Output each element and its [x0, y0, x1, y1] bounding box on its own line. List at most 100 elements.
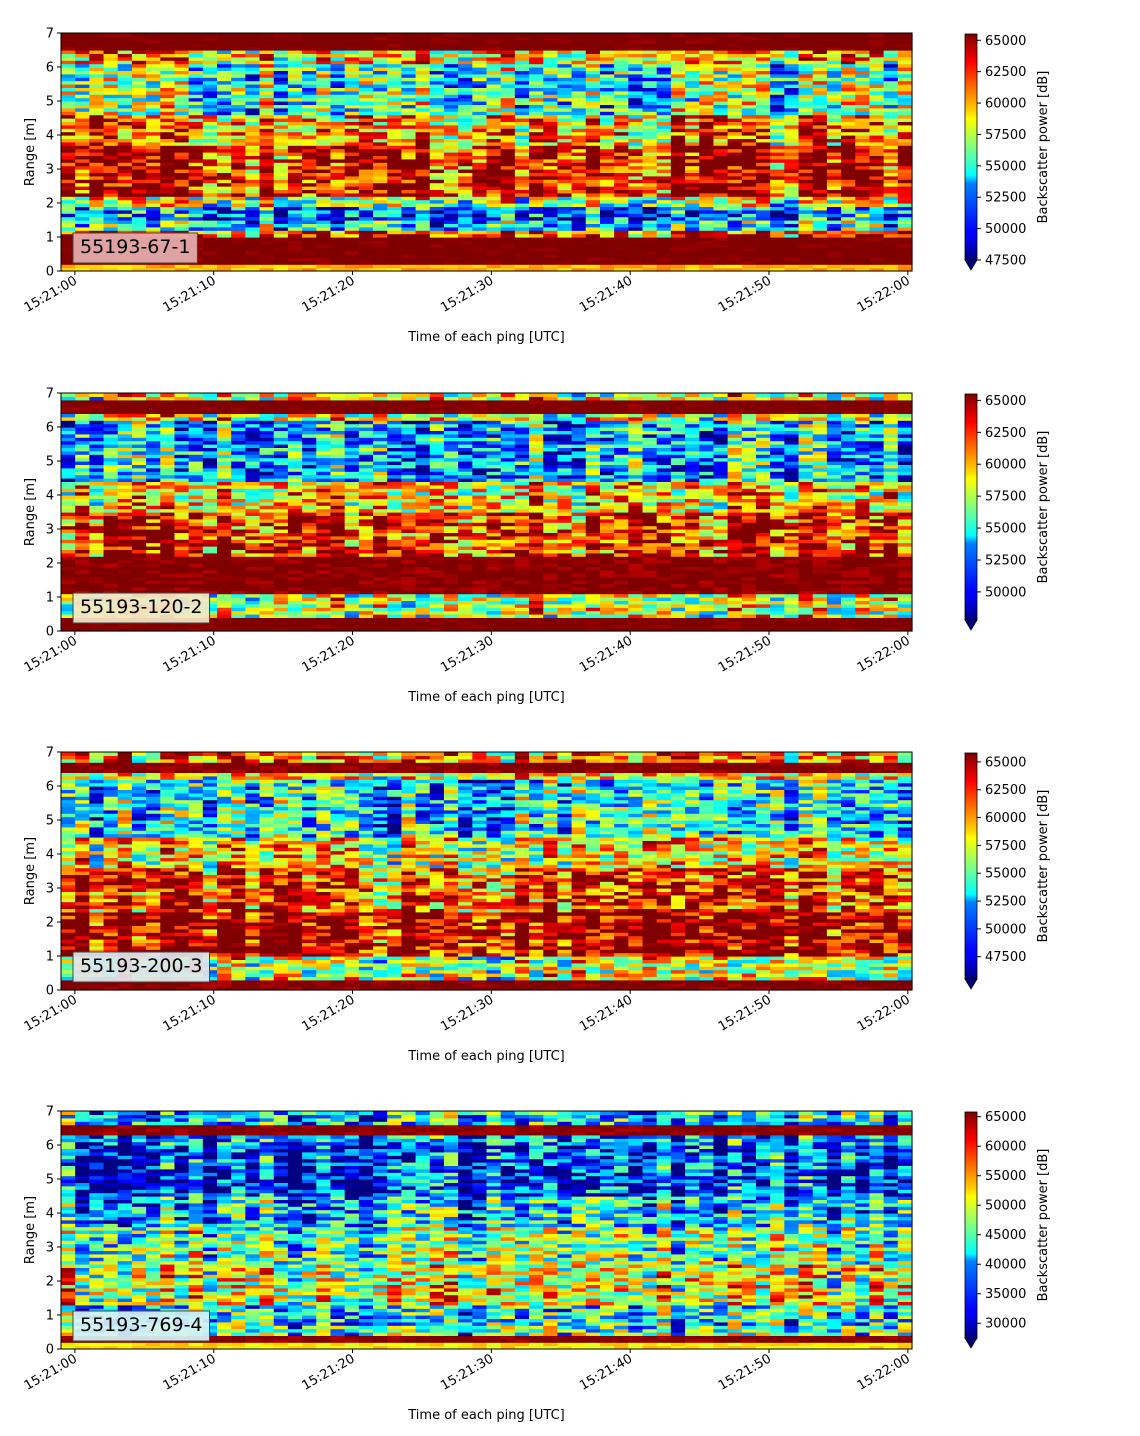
heatmap-cell	[231, 39, 246, 44]
heatmap-cell	[259, 87, 275, 92]
heatmap-cell	[373, 240, 388, 245]
heatmap-cell	[259, 148, 275, 153]
heatmap-cell	[89, 209, 105, 214]
heatmap-cell	[557, 223, 573, 228]
x-tick-label: 15:22:00	[855, 273, 913, 315]
heatmap-cell	[486, 264, 502, 269]
heatmap-cell	[316, 73, 332, 78]
heatmap-cell	[358, 84, 374, 88]
heatmap-cell	[713, 199, 729, 204]
heatmap-cell	[443, 233, 459, 238]
heatmap-cell	[387, 257, 402, 262]
heatmap-cell	[217, 97, 232, 102]
heatmap-cell	[599, 175, 615, 180]
heatmap-cell	[529, 135, 544, 139]
heatmap-cell	[358, 56, 374, 61]
heatmap-cell	[443, 138, 459, 143]
heatmap-cell	[316, 43, 332, 48]
heatmap-cell	[656, 131, 672, 136]
heatmap-cell	[727, 165, 743, 170]
heatmap-cell	[514, 43, 530, 48]
heatmap-cell	[387, 267, 402, 272]
heatmap-cell	[571, 223, 587, 228]
heatmap-cell	[599, 148, 615, 153]
heatmap-cell	[259, 131, 275, 136]
heatmap-cell	[117, 213, 133, 218]
heatmap-cell	[273, 260, 289, 265]
heatmap-cell	[373, 192, 388, 197]
heatmap-cell	[231, 216, 246, 221]
heatmap-cell	[202, 141, 218, 146]
heatmap-cell	[188, 97, 204, 102]
heatmap-cell	[472, 84, 488, 88]
heatmap-cell	[330, 260, 346, 265]
heatmap-cell	[557, 165, 573, 170]
heatmap-cell	[273, 162, 289, 167]
heatmap-cell	[188, 216, 204, 221]
heatmap-cell	[514, 87, 530, 92]
heatmap-cell	[273, 247, 289, 252]
heatmap-cell	[217, 114, 232, 119]
heatmap-cell	[273, 254, 289, 258]
heatmap-cell	[699, 192, 715, 197]
heatmap-cell	[770, 216, 785, 221]
heatmap-cell	[287, 101, 303, 105]
heatmap-cell	[273, 158, 289, 163]
heatmap-cell	[358, 182, 374, 187]
heatmap-cell	[826, 131, 842, 136]
heatmap-cell	[486, 77, 502, 82]
heatmap-cell	[103, 403, 119, 408]
heatmap-cell	[160, 155, 176, 160]
heatmap-cell	[472, 216, 488, 221]
heatmap-cell	[302, 33, 317, 37]
heatmap-cell	[358, 131, 374, 136]
heatmap-cell	[443, 260, 459, 265]
heatmap-cell	[75, 162, 90, 167]
heatmap-cell	[330, 233, 346, 238]
heatmap-cell	[330, 155, 346, 160]
heatmap-cell	[202, 87, 218, 92]
heatmap-cell	[458, 118, 473, 122]
heatmap-cell	[599, 243, 615, 248]
heatmap-cell	[699, 131, 715, 136]
heatmap-cell	[472, 247, 488, 252]
heatmap-cell	[458, 77, 473, 82]
heatmap-cell	[429, 226, 445, 231]
heatmap-cell	[415, 60, 431, 65]
heatmap-cell	[869, 199, 885, 204]
heatmap-cell	[373, 73, 388, 78]
heatmap-cell	[387, 60, 402, 65]
heatmap-cell	[401, 257, 417, 262]
heatmap-cell	[429, 169, 445, 173]
heatmap-cell	[387, 87, 402, 92]
heatmap-cell	[500, 80, 516, 85]
heatmap-cell	[75, 101, 90, 105]
heatmap-cell	[514, 118, 530, 122]
heatmap-cell	[245, 226, 261, 231]
heatmap-cell	[287, 84, 303, 88]
heatmap-cell	[61, 223, 76, 228]
heatmap-cell	[429, 84, 445, 88]
heatmap-cell	[202, 155, 218, 160]
heatmap-cell	[429, 175, 445, 180]
heatmap-cell	[770, 209, 785, 214]
heatmap-cell	[486, 39, 502, 44]
heatmap-cell	[812, 175, 828, 180]
heatmap-cell	[61, 260, 76, 265]
heatmap-cell	[344, 46, 360, 51]
heatmap-cell	[571, 124, 587, 129]
heatmap-cell	[103, 152, 119, 156]
heatmap-cell	[273, 237, 289, 241]
heatmap-cell	[614, 148, 629, 153]
heatmap-cell	[373, 172, 388, 177]
heatmap-cell	[302, 111, 317, 116]
heatmap-cell	[841, 131, 856, 136]
heatmap-cell	[585, 182, 601, 187]
heatmap-cell	[486, 203, 502, 207]
heatmap-cell	[415, 226, 431, 231]
heatmap-cell	[401, 209, 417, 214]
heatmap-cell	[188, 267, 204, 272]
heatmap-cell	[529, 223, 544, 228]
heatmap-cell	[273, 80, 289, 85]
heatmap-cell	[486, 216, 502, 221]
